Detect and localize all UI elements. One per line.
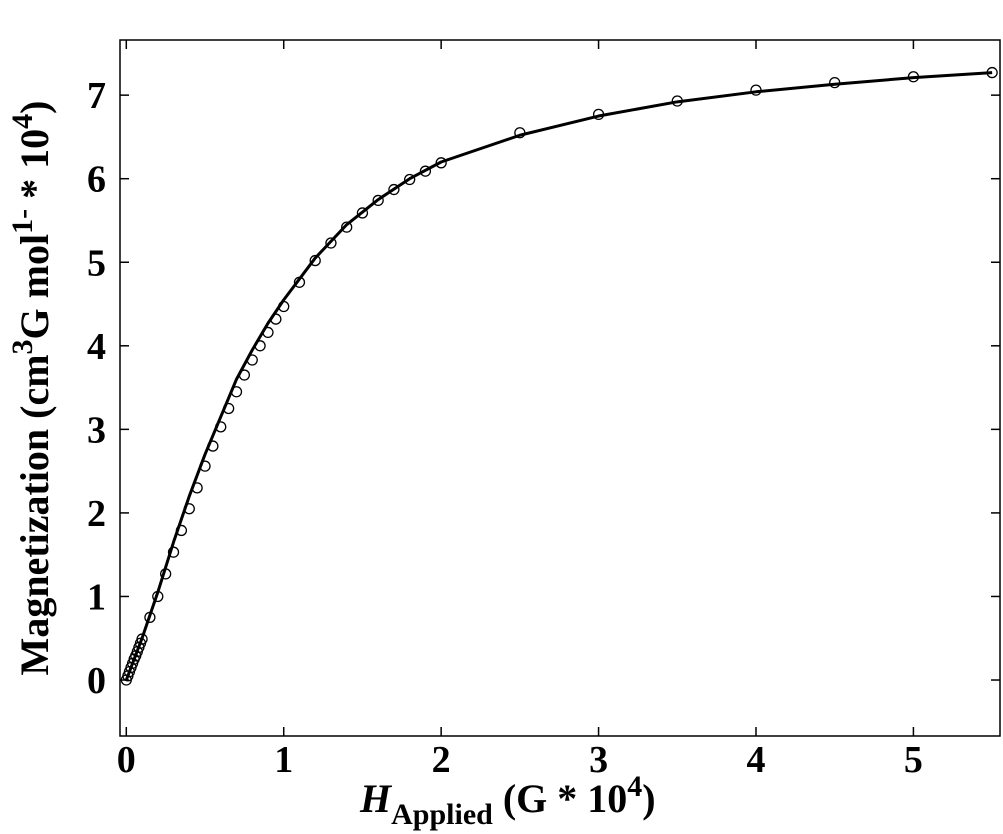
x-tick-label: 2 <box>432 739 451 781</box>
data-point <box>388 183 400 196</box>
y-label-part: ) <box>12 101 57 114</box>
y-tick-label: 3 <box>87 409 106 451</box>
data-point <box>419 165 432 177</box>
data-point <box>341 221 353 233</box>
fit-line <box>124 71 993 681</box>
data-point <box>372 194 384 207</box>
data-point <box>167 546 180 558</box>
x-tick-label: 1 <box>274 739 293 781</box>
y-label-sup: 1- <box>6 209 39 234</box>
data-point <box>356 207 369 219</box>
x-axis-label: HApplied (G * 104) <box>359 770 656 831</box>
plot-frame <box>119 39 1001 737</box>
x-tick-label: 0 <box>117 739 136 781</box>
y-label-part: Magnetization (cm <box>12 354 57 675</box>
data-point <box>404 173 416 186</box>
y-tick-label: 4 <box>87 326 106 368</box>
y-label-part: * 10 <box>12 129 57 209</box>
y-tick-label: 1 <box>87 576 106 618</box>
y-tick-label: 5 <box>87 242 106 284</box>
y-tick-label: 7 <box>87 75 106 117</box>
y-label-part: G mol <box>12 234 57 340</box>
x-label-sub: Applied <box>391 798 493 831</box>
data-point <box>435 157 447 169</box>
x-tick-label: 4 <box>746 739 765 781</box>
data-point <box>309 254 321 267</box>
x-tick-label: 5 <box>904 739 923 781</box>
x-tick-label: 3 <box>589 739 608 781</box>
y-label-sup: 3 <box>6 339 39 354</box>
x-label-part: (G * 10 <box>493 776 627 821</box>
x-label-part: ) <box>642 776 655 821</box>
y-tick-label: 6 <box>87 159 106 201</box>
x-label-part: H <box>359 776 393 821</box>
data-point <box>325 237 337 249</box>
y-axis-label: Magnetization (cm3G mol1- * 104) <box>6 101 57 676</box>
y-tick-label: 0 <box>87 660 106 702</box>
y-tick-label: 2 <box>87 493 106 535</box>
x-label-sup: 4 <box>627 770 642 803</box>
y-label-sup: 4 <box>6 114 39 129</box>
